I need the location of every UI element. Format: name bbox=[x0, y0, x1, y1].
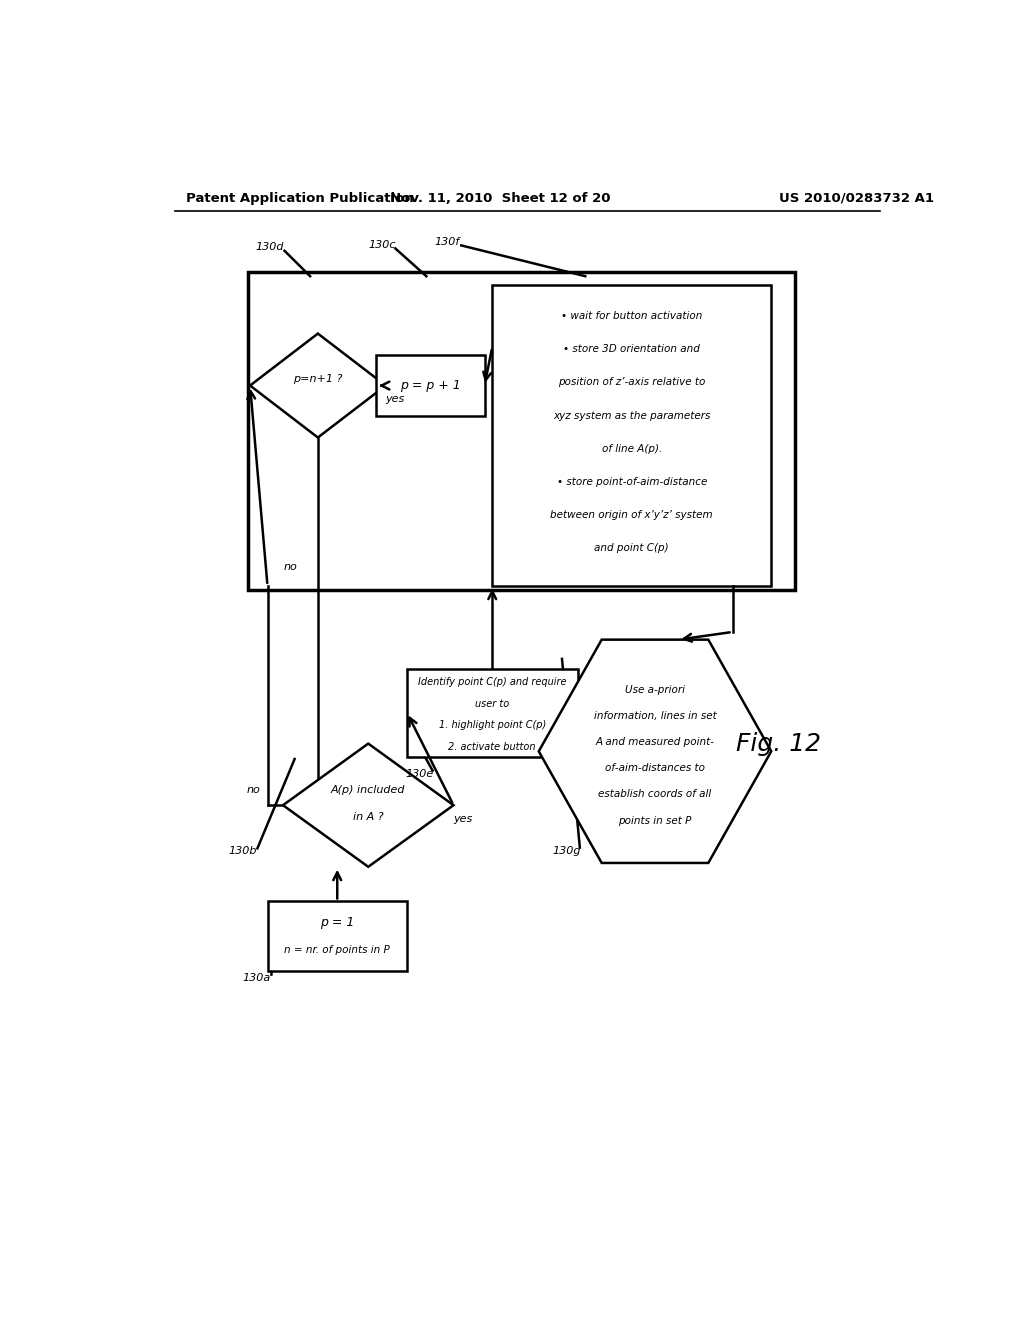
Text: 130c: 130c bbox=[369, 240, 395, 249]
Text: n = nr. of points in P: n = nr. of points in P bbox=[285, 945, 390, 954]
Text: between origin of x’y’z’ system: between origin of x’y’z’ system bbox=[551, 510, 713, 520]
Text: xyz system as the parameters: xyz system as the parameters bbox=[553, 411, 711, 421]
Text: A and measured point-: A and measured point- bbox=[596, 737, 715, 747]
Text: no: no bbox=[284, 561, 298, 572]
Text: and point C(p): and point C(p) bbox=[595, 543, 669, 553]
Text: no: no bbox=[247, 785, 260, 795]
Text: 130d: 130d bbox=[256, 242, 285, 252]
Text: p = p + 1: p = p + 1 bbox=[400, 379, 461, 392]
Text: p = 1: p = 1 bbox=[321, 916, 354, 929]
Polygon shape bbox=[283, 743, 454, 867]
Text: user to: user to bbox=[475, 698, 509, 709]
Text: position of z’-axis relative to: position of z’-axis relative to bbox=[558, 378, 706, 388]
Text: p=n+1 ?: p=n+1 ? bbox=[293, 375, 343, 384]
Text: Identify point C(p) and require: Identify point C(p) and require bbox=[418, 677, 566, 686]
Bar bbox=[407, 668, 578, 758]
Text: points in set P: points in set P bbox=[618, 816, 691, 825]
Text: 130f: 130f bbox=[434, 236, 460, 247]
Text: 130b: 130b bbox=[228, 846, 257, 857]
Text: US 2010/0283732 A1: US 2010/0283732 A1 bbox=[779, 191, 934, 205]
Text: 130e: 130e bbox=[406, 770, 434, 779]
Text: 1. highlight point C(p): 1. highlight point C(p) bbox=[438, 721, 546, 730]
Text: • store point-of-aim-distance: • store point-of-aim-distance bbox=[557, 477, 707, 487]
Bar bbox=[493, 285, 771, 586]
Text: 130g: 130g bbox=[553, 846, 582, 857]
Text: yes: yes bbox=[385, 395, 404, 404]
Text: 130a: 130a bbox=[243, 973, 271, 983]
Text: information, lines in set: information, lines in set bbox=[594, 711, 717, 721]
Text: A(p) included: A(p) included bbox=[331, 785, 406, 795]
Bar bbox=[376, 355, 484, 416]
Text: Use a-priori: Use a-priori bbox=[625, 685, 685, 694]
Text: yes: yes bbox=[454, 814, 472, 824]
Text: in A ?: in A ? bbox=[353, 812, 384, 822]
Text: Nov. 11, 2010  Sheet 12 of 20: Nov. 11, 2010 Sheet 12 of 20 bbox=[390, 191, 610, 205]
Text: • store 3D orientation and: • store 3D orientation and bbox=[563, 345, 700, 354]
Text: establish coords of all: establish coords of all bbox=[598, 789, 712, 800]
Bar bbox=[267, 902, 407, 970]
Text: of line A(p).: of line A(p). bbox=[602, 444, 662, 454]
Text: Fig. 12: Fig. 12 bbox=[736, 731, 821, 755]
Text: 2. activate button: 2. activate button bbox=[449, 742, 536, 751]
Polygon shape bbox=[250, 334, 386, 437]
Polygon shape bbox=[539, 640, 771, 863]
Bar bbox=[248, 272, 795, 590]
Text: Patent Application Publication: Patent Application Publication bbox=[186, 191, 414, 205]
Text: of-aim-distances to: of-aim-distances to bbox=[605, 763, 705, 774]
Text: • wait for button activation: • wait for button activation bbox=[561, 312, 702, 321]
